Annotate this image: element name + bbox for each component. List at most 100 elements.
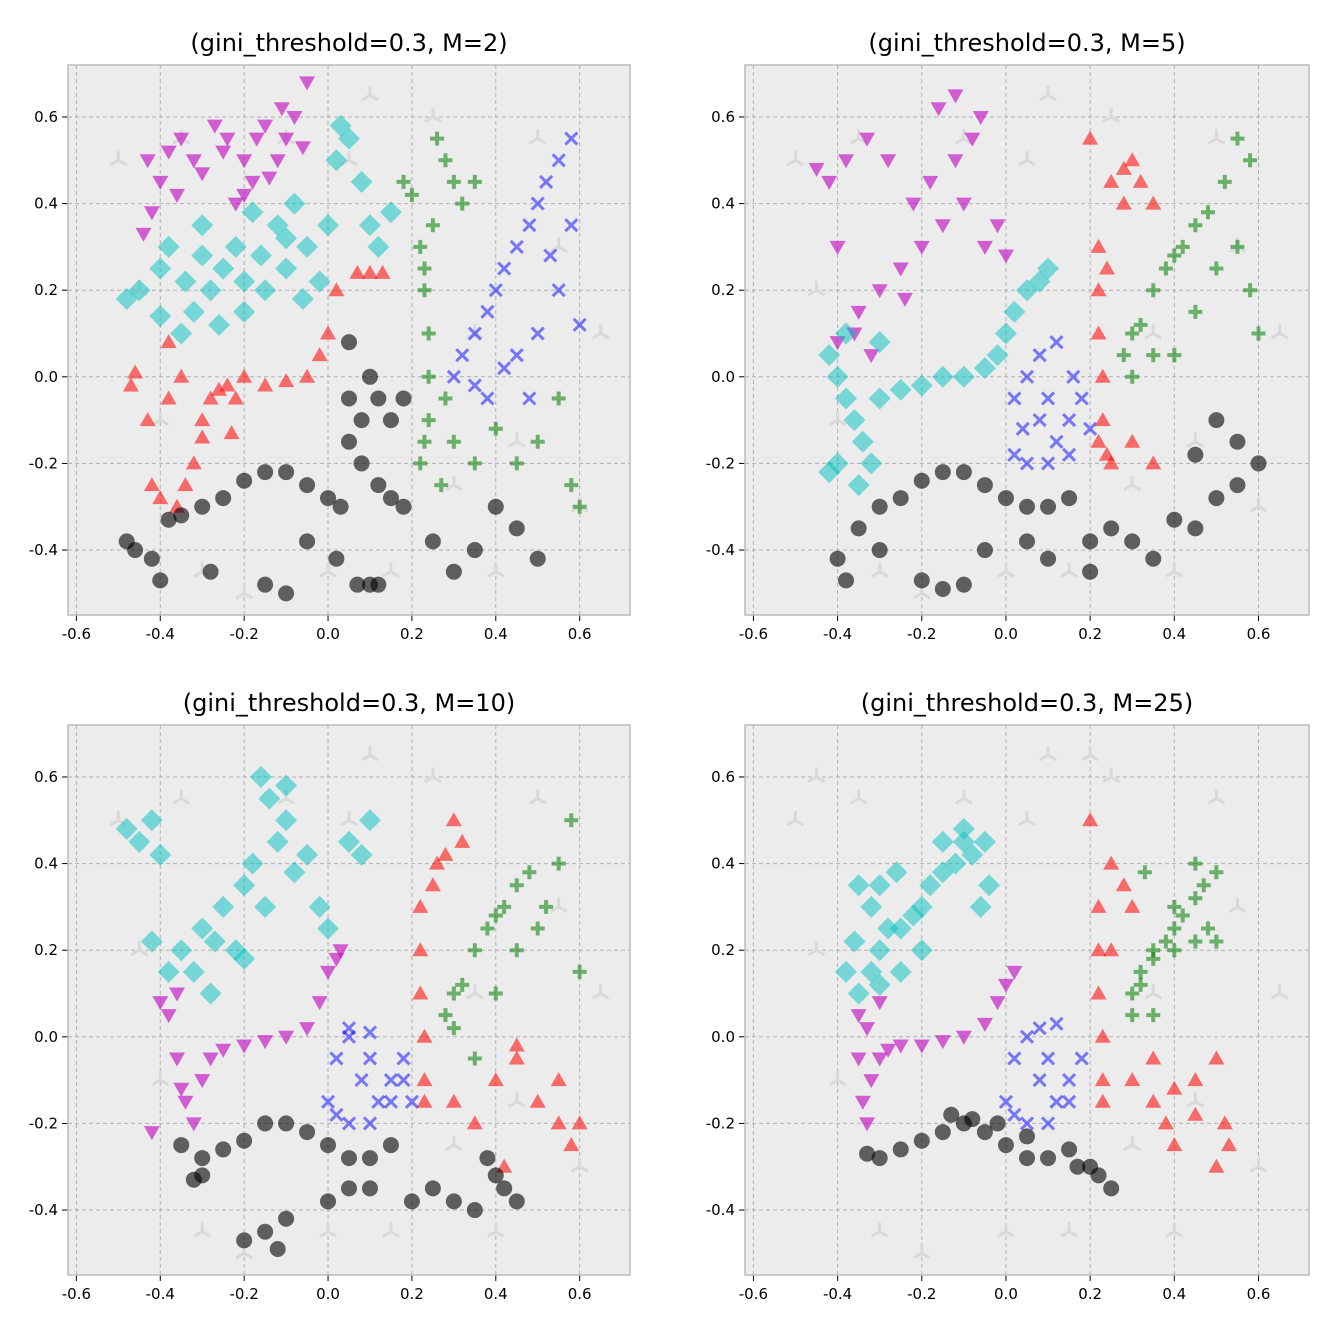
point-diamond	[199, 982, 222, 1005]
point-tri	[808, 280, 826, 296]
point-triangle	[219, 377, 236, 392]
point-tri_down	[829, 240, 846, 255]
point-x	[362, 1051, 378, 1066]
x-tick-label: 0.0	[994, 625, 1018, 643]
point-plus	[1230, 239, 1245, 254]
point-circle	[257, 1115, 274, 1132]
point-circle	[1103, 520, 1120, 537]
point-circle	[1019, 533, 1035, 550]
point-triangle	[1124, 433, 1141, 448]
point-circle	[1208, 412, 1225, 429]
point-tri_down	[976, 1017, 993, 1032]
point-circle	[508, 1193, 525, 1210]
point-circle	[1187, 446, 1204, 463]
point-x	[543, 248, 558, 263]
point-diamond	[868, 939, 891, 962]
point-x	[446, 369, 461, 384]
point-circle	[479, 1150, 496, 1167]
point-circle	[299, 477, 316, 494]
point-tri	[424, 767, 442, 783]
point-plus	[509, 456, 524, 471]
point-circle	[871, 498, 888, 515]
point-circle	[1019, 1150, 1035, 1167]
point-x	[1019, 1029, 1035, 1044]
point-tri	[382, 1222, 400, 1238]
point-circle	[320, 1193, 337, 1210]
point-diamond	[994, 322, 1017, 345]
point-circle	[934, 581, 951, 598]
x-tick-label: 0.2	[400, 1285, 424, 1303]
point-x	[572, 317, 587, 332]
point-triangle	[1090, 282, 1107, 297]
point-circle	[257, 464, 274, 481]
point-triangle	[127, 364, 144, 379]
point-triangle	[1090, 238, 1107, 253]
point-triangle	[1103, 173, 1120, 188]
point-circle	[1103, 1180, 1120, 1197]
point-tri	[319, 562, 337, 578]
point-circle	[892, 1141, 909, 1158]
point-circle	[395, 390, 412, 407]
point-tri	[340, 810, 358, 826]
point-tri_down	[257, 1035, 274, 1050]
point-plus	[438, 391, 453, 406]
point-circle	[424, 1180, 441, 1197]
point-diamond	[350, 843, 373, 866]
point-diamond	[233, 947, 256, 970]
point-triangle	[1216, 1115, 1233, 1130]
point-tri_down	[185, 1117, 202, 1132]
point-plus	[1146, 348, 1161, 363]
point-x	[1019, 369, 1035, 384]
point-circle	[989, 1115, 1006, 1132]
point-tri_down	[139, 154, 156, 169]
point-circle	[370, 576, 387, 593]
point-tri	[1165, 1222, 1183, 1238]
point-circle	[508, 520, 525, 537]
point-plus	[1251, 326, 1266, 341]
point-circle	[871, 542, 888, 559]
point-circle	[257, 576, 274, 593]
point-tri	[424, 107, 442, 123]
point-x	[497, 361, 512, 376]
point-x	[509, 348, 524, 363]
point-x	[1007, 1107, 1022, 1122]
point-x	[530, 326, 545, 341]
point-plus	[1196, 878, 1211, 893]
point-triangle	[1090, 942, 1107, 957]
point-tri_down	[215, 1043, 232, 1058]
point-circle	[1082, 533, 1099, 550]
point-triangle	[412, 898, 429, 913]
point-tri	[1060, 562, 1078, 578]
x-tick-label: 0.2	[400, 625, 424, 643]
point-tri_down	[859, 1022, 876, 1037]
point-diamond	[978, 874, 1001, 897]
point-diamond	[868, 387, 891, 410]
point-diamond	[157, 960, 180, 983]
chart-title: (gini_threshold=0.3, M=5)	[868, 29, 1185, 57]
point-circle	[424, 533, 441, 550]
x-tick-label: -0.4	[146, 625, 175, 643]
point-tri_down	[194, 1074, 211, 1089]
point-plus	[1175, 908, 1190, 923]
point-plus	[413, 239, 428, 254]
point-tri	[151, 1070, 169, 1086]
point-circle	[997, 1137, 1014, 1154]
x-tick-label: -0.2	[230, 1285, 259, 1303]
point-tri_down	[169, 1052, 186, 1067]
point-diamond	[843, 930, 866, 953]
point-circle	[1019, 1128, 1035, 1145]
point-circle	[215, 490, 232, 507]
point-triangle	[412, 942, 429, 957]
point-tri	[1186, 432, 1204, 448]
point-circle	[320, 490, 337, 507]
point-plus	[434, 478, 449, 493]
markers	[787, 745, 1289, 1259]
point-tri	[1186, 1092, 1204, 1108]
point-triangle	[1166, 1137, 1183, 1152]
point-diamond	[868, 973, 891, 996]
point-tri_down	[152, 175, 169, 190]
point-triangle	[1208, 1158, 1225, 1173]
point-plus	[522, 865, 537, 880]
point-x	[1074, 391, 1089, 406]
point-tri_down	[311, 996, 328, 1011]
